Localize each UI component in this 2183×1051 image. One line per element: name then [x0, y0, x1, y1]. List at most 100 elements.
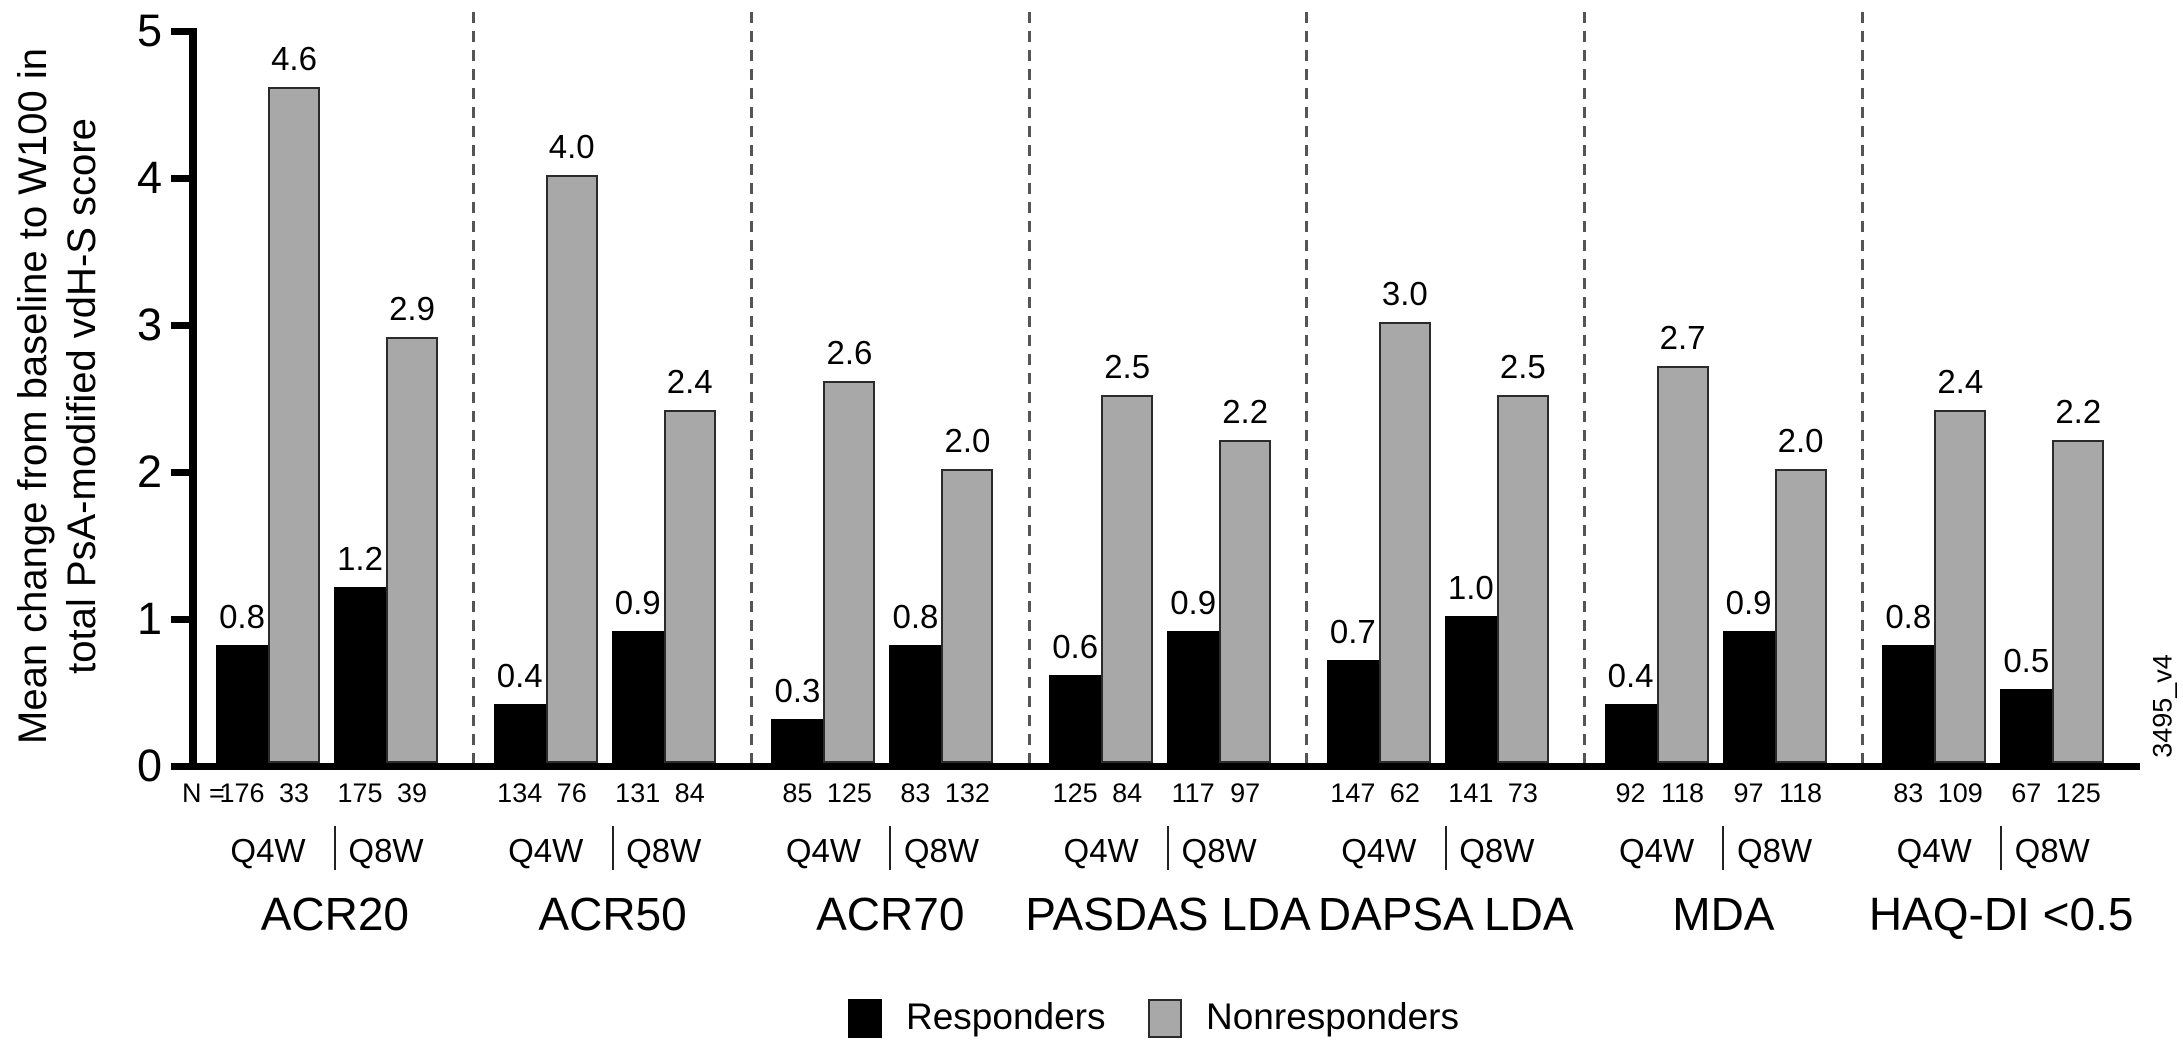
- bar-value-label: 0.8: [219, 598, 265, 635]
- bar-value-label: 0.7: [1329, 613, 1376, 650]
- dose-separator: [1444, 826, 1447, 870]
- dose-label: Q8W: [2014, 832, 2090, 869]
- dose-label: Q4W: [785, 832, 861, 869]
- bar-value-label: 2.9: [389, 290, 435, 327]
- group-label: ACR20: [260, 888, 409, 940]
- dose-label: Q4W: [1618, 832, 1695, 869]
- n-value: 109: [1937, 778, 1983, 808]
- y-tick: [171, 175, 190, 182]
- n-value: 85: [782, 778, 813, 808]
- bar-value-label: 2.6: [826, 334, 873, 371]
- n-value: 62: [1389, 778, 1420, 808]
- responder-bar: [216, 645, 268, 763]
- responder-bar: [1444, 616, 1497, 763]
- y-tick-label: 3: [136, 299, 162, 350]
- bar-value-label: 0.9: [1725, 584, 1772, 621]
- y-tick: [171, 616, 190, 623]
- bar-value-label: 2.2: [2055, 393, 2102, 430]
- nonresponder-bar: [1934, 410, 1987, 763]
- responder-bar: [1604, 704, 1657, 763]
- legend-responders-label: Responders: [906, 996, 1106, 1037]
- n-value: 117: [1171, 778, 1215, 808]
- y-tick: [171, 763, 190, 770]
- n-value: 147: [1330, 778, 1376, 808]
- responder-bar: [771, 719, 824, 763]
- nonresponder-bar: [663, 410, 716, 763]
- n-value: 141: [1448, 778, 1494, 808]
- bar-value-label: 0.4: [496, 657, 543, 694]
- n-value: 134: [497, 778, 543, 808]
- n-value: 132: [944, 778, 990, 808]
- n-value: 176: [219, 778, 265, 808]
- bar-value-label: 0.6: [1052, 628, 1099, 665]
- n-value: 33: [278, 778, 310, 808]
- group-label: MDA: [1672, 888, 1775, 940]
- responder-bar: [611, 631, 664, 763]
- y-tick-label: 1: [136, 593, 162, 644]
- responder-bar: [1882, 645, 1935, 763]
- dose-separator: [1166, 826, 1169, 870]
- y-tick-label: 0: [136, 740, 162, 791]
- nonresponders-swatch-icon: [1148, 999, 1182, 1038]
- bar-value-label: 2.0: [944, 422, 991, 459]
- nonresponder-bar: [545, 175, 598, 763]
- dose-label: Q4W: [1063, 832, 1139, 869]
- n-value: 125: [2055, 778, 2101, 808]
- group-divider: [749, 12, 753, 763]
- n-value: 84: [674, 778, 705, 808]
- figure-id-text: 3495_v4: [2147, 654, 2178, 758]
- n-value: 125: [1052, 778, 1098, 808]
- bar-value-label: 2.7: [1659, 319, 1706, 356]
- x-axis-line: [171, 763, 2140, 770]
- n-value: 76: [556, 778, 587, 808]
- bar-value-label: 3.0: [1381, 275, 1428, 312]
- dose-separator: [611, 826, 614, 870]
- bar-value-label: 2.0: [1777, 422, 1824, 459]
- responders-swatch-icon: [848, 999, 882, 1038]
- dose-separator: [889, 826, 892, 870]
- responder-bar: [1167, 631, 1220, 763]
- bar-value-label: 0.3: [774, 672, 821, 709]
- bar-value-label: 0.9: [614, 584, 661, 621]
- responder-bar: [493, 704, 546, 763]
- responder-bar: [1049, 675, 1102, 763]
- dose-label: Q8W: [626, 832, 702, 869]
- dose-label: Q4W: [1896, 832, 1972, 869]
- n-value: 97: [1733, 778, 1764, 808]
- bar-value-label: 4.0: [548, 128, 595, 165]
- group-divider: [1305, 12, 1309, 763]
- nonresponder-bar: [1774, 469, 1827, 763]
- n-value: 92: [1615, 778, 1646, 808]
- group-label: DAPSA LDA: [1317, 888, 1574, 940]
- bar-value-label: 2.4: [1937, 363, 1984, 400]
- responder-bar: [334, 587, 386, 763]
- nonresponder-bar: [268, 87, 320, 763]
- responder-bar: [889, 645, 942, 763]
- bar-value-label: 2.5: [1499, 348, 1546, 385]
- group-divider: [1027, 12, 1031, 763]
- group-label: ACR70: [816, 888, 965, 940]
- n-value: 118: [1661, 778, 1705, 808]
- nonresponder-bar: [1656, 366, 1709, 763]
- dose-label: Q8W: [903, 832, 979, 869]
- bar-value-label: 0.5: [2003, 642, 2050, 679]
- y-tick-label: 4: [136, 152, 162, 203]
- bar-value-label: 0.9: [1170, 584, 1217, 621]
- bar-value-label: 0.4: [1607, 657, 1654, 694]
- n-equals-label: N =: [182, 778, 225, 808]
- nonresponder-bar: [386, 337, 438, 763]
- n-value: 118: [1779, 778, 1823, 808]
- nonresponder-bar: [941, 469, 994, 763]
- nonresponder-bar: [1219, 440, 1272, 763]
- group-divider: [1860, 12, 1864, 763]
- legend-nonresponders-label: Nonresponders: [1206, 996, 1459, 1037]
- n-value: 67: [2011, 778, 2042, 808]
- dose-label: Q4W: [508, 832, 584, 869]
- n-value: 83: [900, 778, 931, 808]
- bar-value-label: 1.0: [1447, 569, 1494, 606]
- bar-value-label: 0.8: [892, 598, 939, 635]
- dose-separator: [333, 826, 336, 870]
- group-label: PASDAS LDA: [1025, 888, 1311, 940]
- bar-value-label: 2.2: [1222, 393, 1269, 430]
